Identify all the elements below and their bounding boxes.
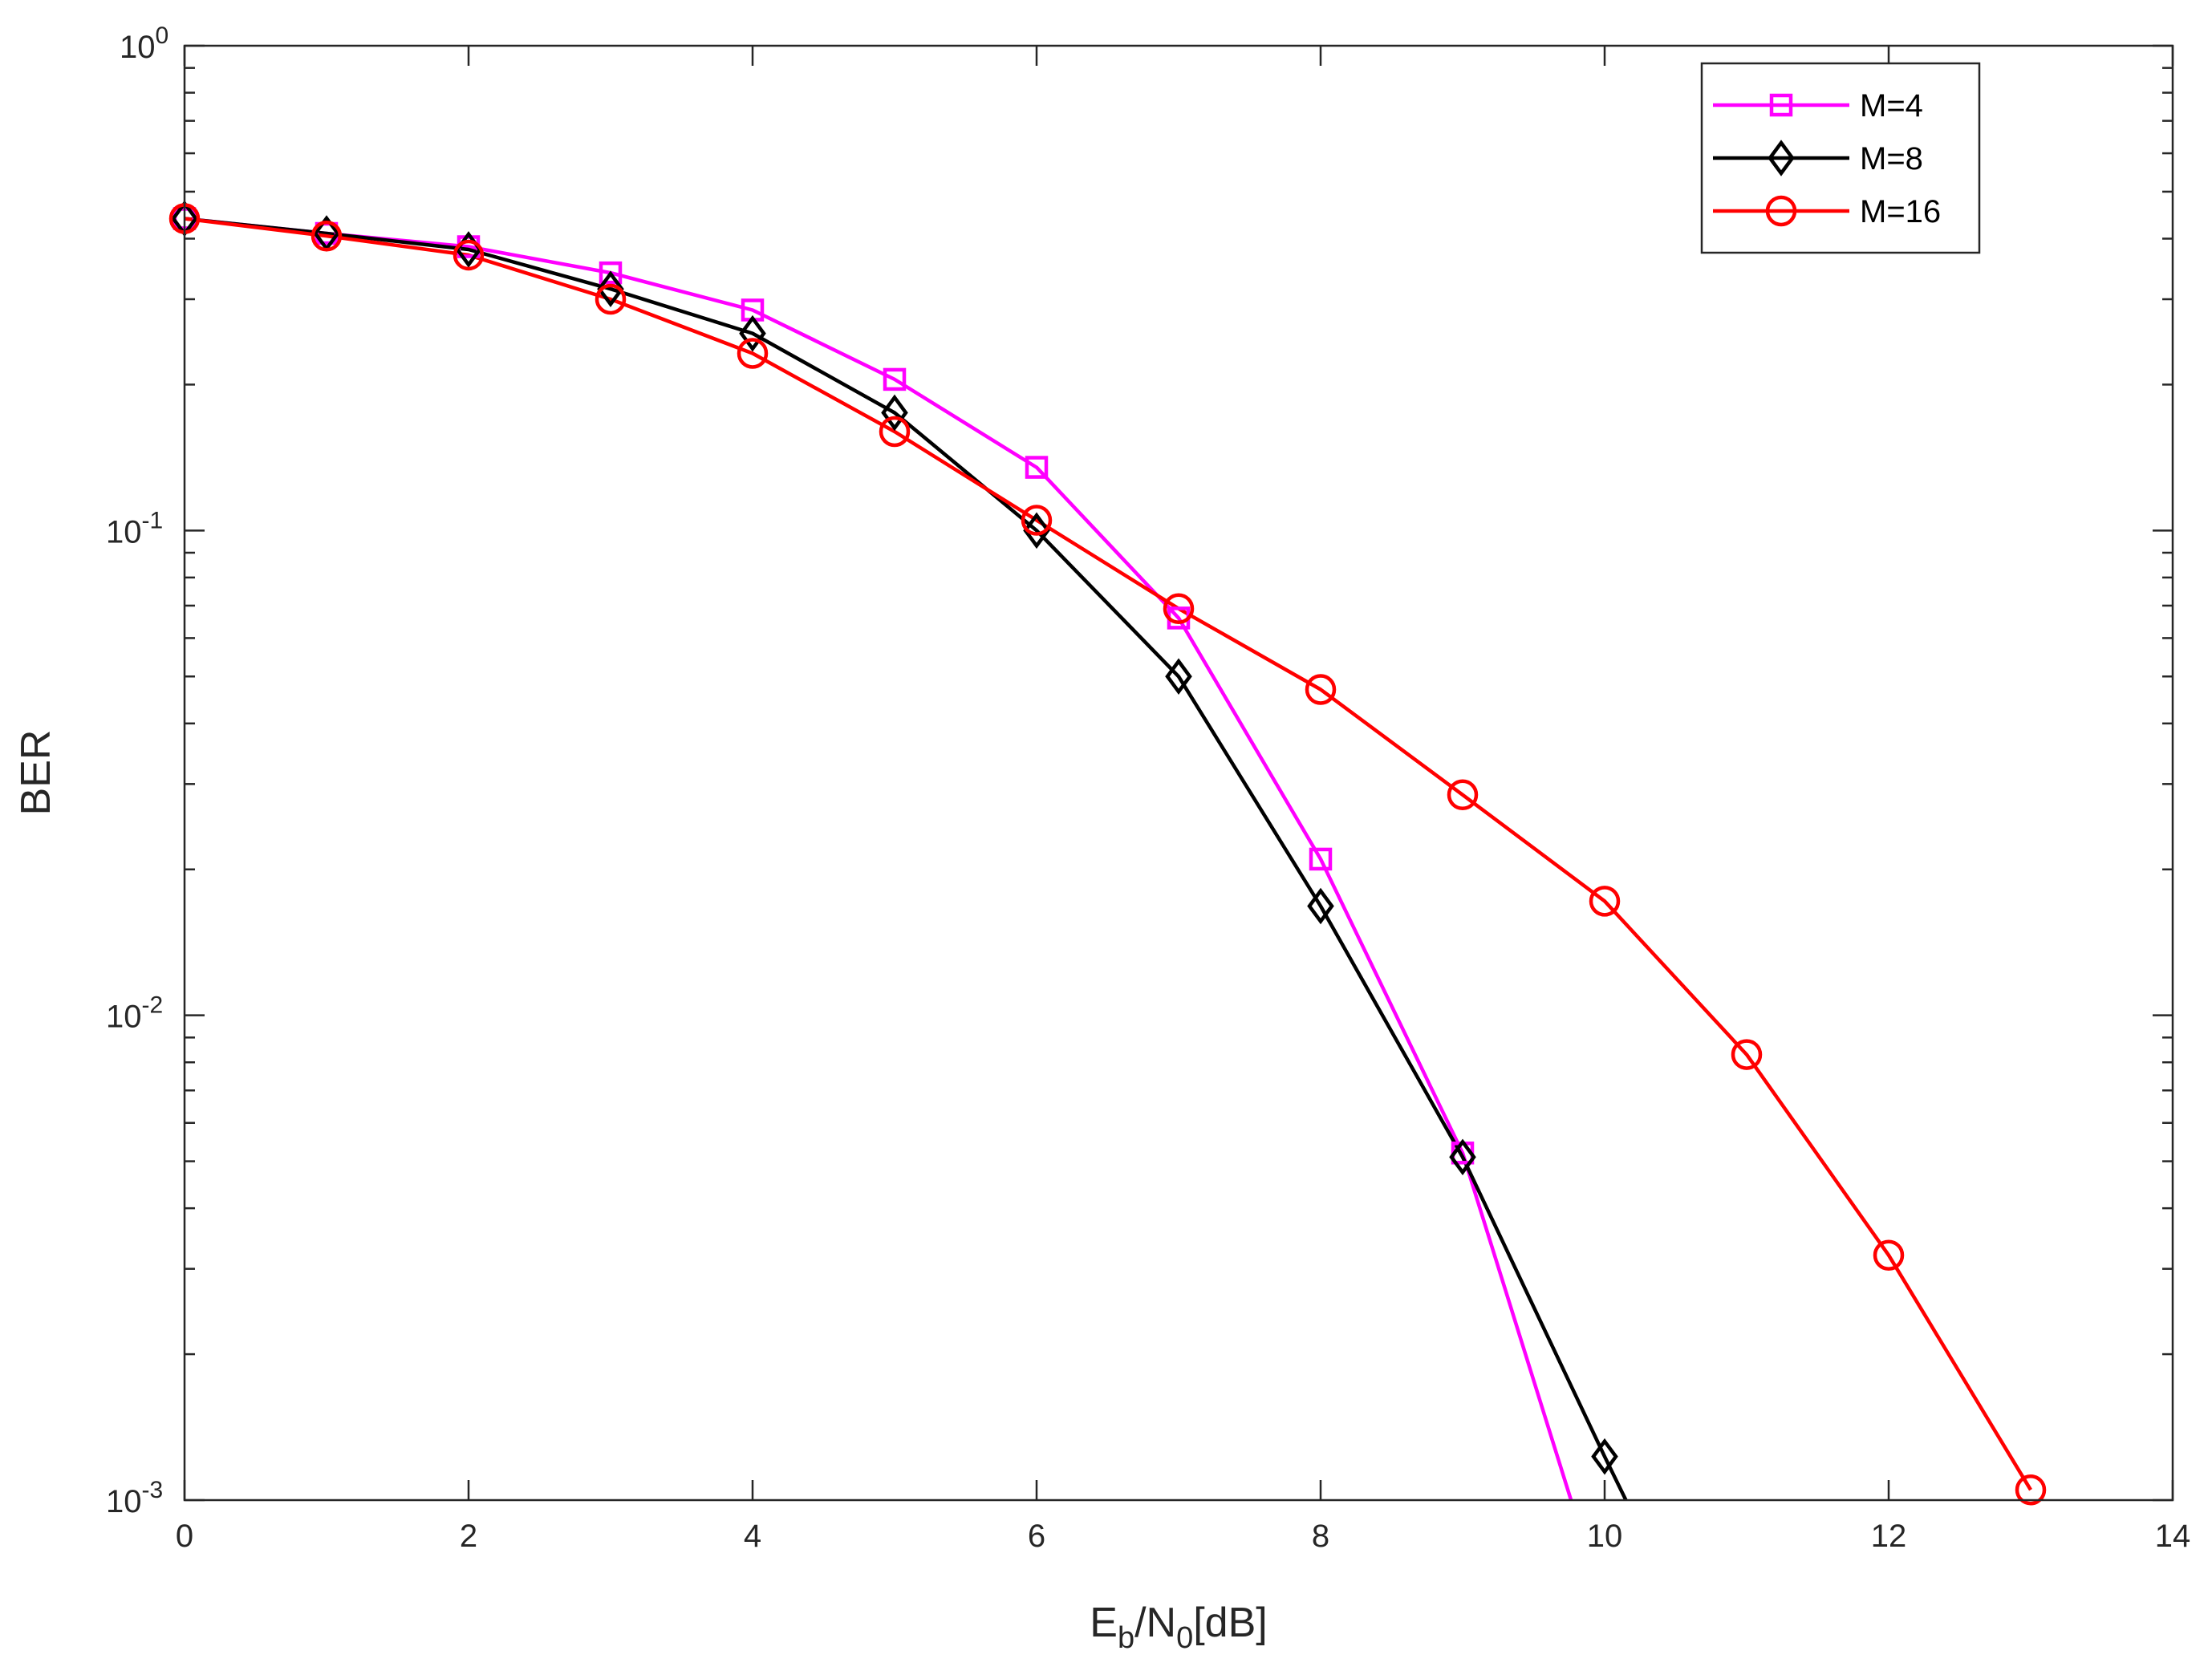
data-point (1309, 847, 1333, 871)
x-tick-label: 8 (1312, 1519, 1329, 1554)
x-tick-label: 4 (744, 1519, 761, 1554)
series-line-1 (185, 217, 1573, 1500)
data-point (1731, 1039, 1763, 1070)
data-point (310, 220, 343, 252)
data-point (1305, 674, 1337, 705)
data-point (883, 367, 907, 391)
data-point (1447, 779, 1479, 811)
data-point (1025, 456, 1049, 479)
x-tick-label: 6 (1028, 1519, 1045, 1554)
y-tick-label: 10-3 (106, 1477, 163, 1519)
x-axis-title: Eb/N0[dB] (1090, 1600, 1267, 1655)
data-point (2015, 1474, 2047, 1506)
series-line-3 (185, 217, 2032, 1491)
x-tick-label: 12 (1871, 1519, 1907, 1554)
data-point (1873, 1239, 1905, 1271)
data-point (1165, 658, 1192, 696)
x-tick-label: 14 (2155, 1519, 2191, 1554)
data-point (1589, 886, 1621, 917)
data-point (1021, 505, 1053, 536)
data-point (595, 283, 627, 315)
data-point (737, 338, 769, 369)
plot-frame (183, 44, 2174, 1502)
y-tick-label: 100 (120, 22, 168, 65)
series-lines (185, 217, 2032, 1500)
data-point (1307, 887, 1334, 925)
legend: M=4 M=8 M=16 (1700, 62, 1981, 254)
x-tick-label: 2 (460, 1519, 477, 1554)
data-point (597, 270, 624, 307)
legend-swatch-marker (1765, 195, 1797, 227)
legend-label: M=16 (1860, 194, 1941, 229)
y-tick-label: 10-1 (106, 507, 163, 550)
data-point (1449, 1138, 1476, 1176)
legend-swatch-marker (1768, 140, 1795, 176)
plot-area (185, 46, 2173, 1500)
data-point (1591, 1438, 1618, 1475)
data-point (599, 261, 623, 285)
data-point (879, 416, 911, 448)
x-tick-label: 10 (1587, 1519, 1623, 1554)
data-point (1023, 512, 1050, 550)
y-tick-labels: 100 10-1 10-2 10-3 (106, 22, 168, 1519)
data-point (881, 394, 908, 432)
x-tick-label: 0 (176, 1519, 193, 1554)
series-line-2 (185, 217, 1628, 1500)
y-tick-label: 10-2 (106, 992, 163, 1035)
x-tick-labels: 0 2 4 6 8 10 12 14 (176, 1519, 2190, 1554)
data-point (739, 314, 766, 352)
data-point (453, 239, 485, 271)
legend-label: M=4 (1860, 88, 1923, 124)
legend-label: M=8 (1860, 141, 1923, 176)
data-point (1163, 593, 1195, 624)
legend-swatch-marker (1769, 93, 1793, 117)
y-axis-title: BER (13, 730, 59, 816)
